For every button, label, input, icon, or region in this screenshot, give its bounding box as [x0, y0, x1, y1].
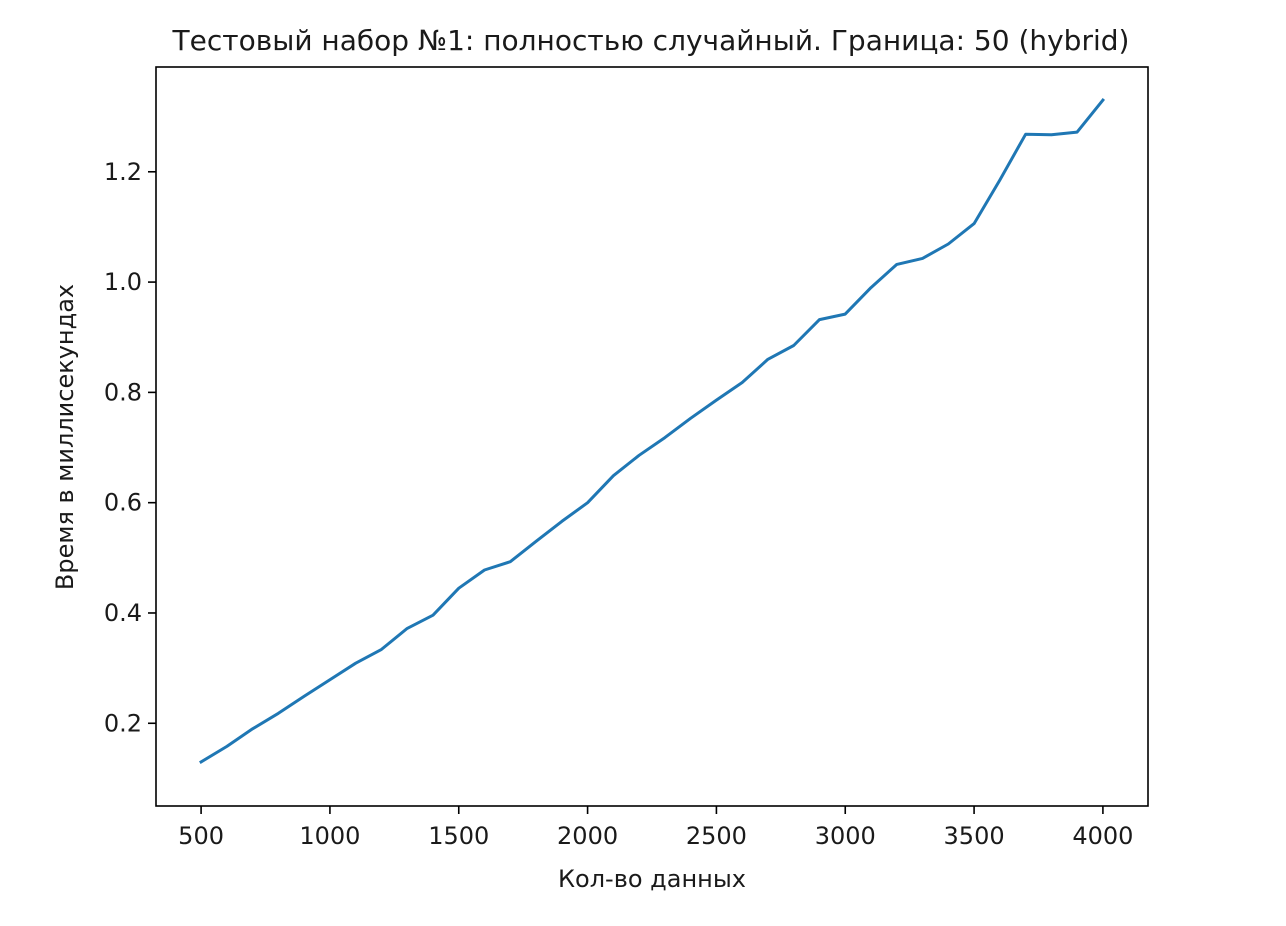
series-layer — [199, 97, 1106, 764]
x-tick-label: 3500 — [944, 822, 1005, 850]
x-tick-label: 2500 — [686, 822, 747, 850]
x-tick-label: 3000 — [815, 822, 876, 850]
y-tick-label: 0.4 — [104, 599, 142, 627]
x-tick-label: 2000 — [557, 822, 618, 850]
x-axis-ticks: 500 1000 1500 2000 2500 3000 3500 4000 — [178, 806, 1133, 850]
series-line — [199, 97, 1106, 764]
x-tick-label: 1500 — [428, 822, 489, 850]
y-tick-label: 1.2 — [104, 158, 142, 186]
x-axis-label: Кол-во данных — [558, 865, 746, 893]
y-axis-label: Время в миллисекундах — [51, 284, 79, 590]
plot-border — [155, 66, 1149, 807]
y-tick-label: 0.6 — [104, 489, 142, 517]
chart-title: Тестовый набор №1: полностью случайный. … — [172, 24, 1130, 57]
x-tick-label: 1000 — [299, 822, 360, 850]
x-tick-label: 4000 — [1072, 822, 1133, 850]
y-tick-label: 0.2 — [104, 709, 142, 737]
y-tick-label: 0.8 — [104, 378, 142, 406]
x-tick-label: 500 — [178, 822, 224, 850]
plot-area — [155, 66, 1149, 807]
y-axis-ticks: 0.2 0.4 0.6 0.8 1.0 1.2 — [104, 158, 156, 737]
y-tick-label: 1.0 — [104, 268, 142, 296]
